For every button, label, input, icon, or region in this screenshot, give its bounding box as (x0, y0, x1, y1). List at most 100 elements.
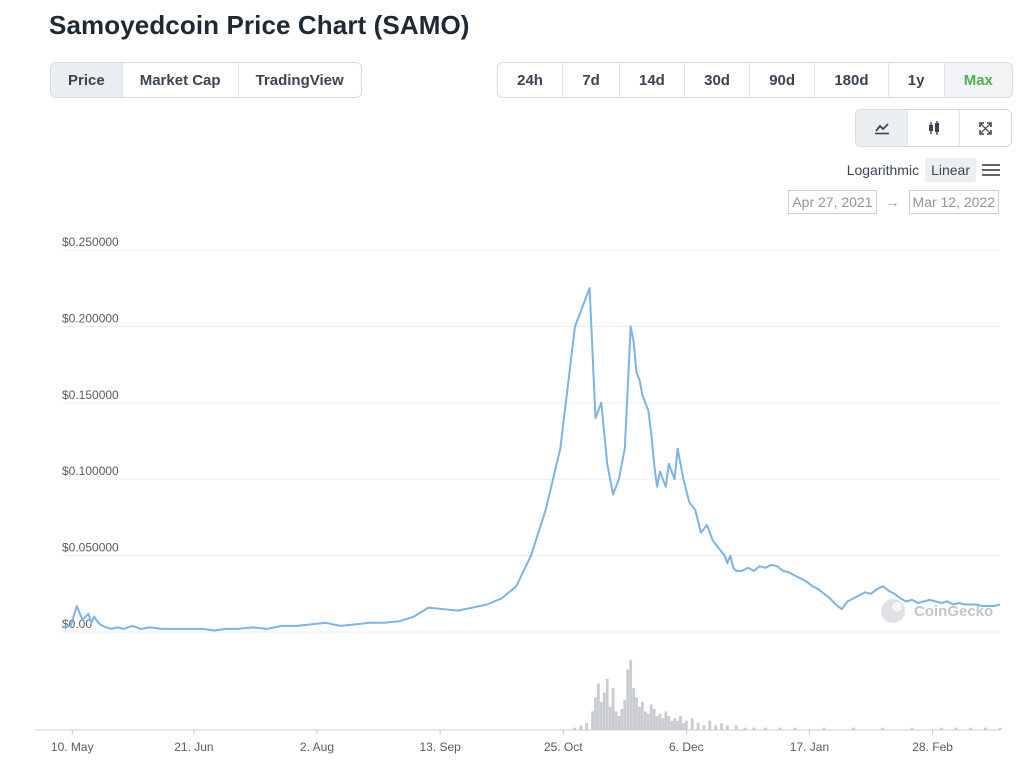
line-chart-icon (874, 121, 890, 135)
volume-bar (664, 711, 667, 730)
volume-bar (618, 716, 621, 730)
date-to-input[interactable]: Mar 12, 2022 (909, 190, 1000, 214)
scale-toggle: Logarithmic Linear (841, 157, 1000, 183)
volume-bar (714, 725, 717, 730)
volume-bar (999, 728, 1002, 730)
logarithmic-scale-button[interactable]: Logarithmic (841, 158, 925, 182)
volume-bar (626, 669, 629, 730)
volume-bar (650, 704, 653, 730)
volume-bar (641, 702, 644, 730)
volume-bar (984, 728, 987, 730)
grid (35, 250, 1000, 730)
range-max-button[interactable]: Max (945, 63, 1012, 97)
volume-bar (653, 709, 656, 730)
volume-bar (911, 728, 914, 730)
range-7d-button[interactable]: 7d (563, 63, 620, 97)
volume-bar (764, 728, 767, 730)
volume-bar (752, 728, 755, 730)
volume-bar (591, 711, 594, 730)
x-tick-label: 21. Jun (174, 740, 213, 754)
volume-bar (594, 697, 597, 730)
x-tick-label: 13. Sep (419, 740, 461, 754)
volume-bar (667, 716, 670, 730)
volume-bar (691, 718, 694, 730)
range-30d-button[interactable]: 30d (685, 63, 750, 97)
volume-bar (969, 728, 972, 730)
volume-bar (852, 728, 855, 730)
volume-bar (673, 718, 676, 730)
range-14d-button[interactable]: 14d (620, 63, 685, 97)
date-arrow: → (886, 194, 900, 210)
volume-bar (629, 660, 632, 730)
price-chart[interactable]: $0.00 $0.050000 $0.100000 $0.150000 $0.20000… (0, 225, 1024, 765)
volume-bar (600, 702, 603, 730)
range-1y-button[interactable]: 1y (889, 63, 945, 97)
date-range: Apr 27, 2021 → Mar 12, 2022 (788, 190, 999, 214)
volume-bar (612, 688, 615, 730)
volume-bar (585, 723, 588, 730)
volume-bar (603, 693, 606, 730)
price-series (62, 288, 1000, 630)
volume-bar (609, 707, 612, 730)
volume-bar (579, 725, 582, 730)
price-line (62, 288, 1000, 630)
volume-bar (644, 711, 647, 730)
volume-bar (779, 728, 782, 730)
volume-bar (620, 709, 623, 730)
range-180d-button[interactable]: 180d (815, 63, 888, 97)
menu-icon[interactable] (982, 163, 1000, 177)
x-tick-label: 6. Dec (669, 740, 704, 754)
volume-bar (638, 707, 641, 730)
linear-scale-button[interactable]: Linear (925, 158, 976, 182)
volume-bar (881, 728, 884, 730)
candlestick-icon (926, 120, 942, 136)
tab-market-cap[interactable]: Market Cap (123, 63, 239, 97)
y-tick-label: $0.150000 (62, 388, 119, 402)
page-title: Samoyedcoin Price Chart (SAMO) (49, 10, 470, 41)
volume-bar (606, 679, 609, 730)
range-90d-button[interactable]: 90d (750, 63, 815, 97)
line-chart-button[interactable] (856, 110, 908, 146)
volume-bar (720, 723, 723, 730)
candlestick-button[interactable] (908, 110, 960, 146)
volume-bar (823, 728, 826, 730)
volume-bar (726, 725, 729, 730)
volume-bar (744, 728, 747, 730)
y-tick-label: $0.250000 (62, 235, 119, 249)
chart-tools (855, 109, 1012, 147)
volume-bars (574, 660, 1002, 730)
volume-bar (632, 688, 635, 730)
volume-bar (615, 711, 618, 730)
volume-bar (670, 721, 673, 730)
date-from-input[interactable]: Apr 27, 2021 (788, 190, 876, 214)
volume-bar (703, 725, 706, 730)
y-tick-label: $0.200000 (62, 311, 119, 325)
volume-bar (697, 723, 700, 730)
volume-bar (574, 728, 577, 730)
chart-type-tabs: Price Market Cap TradingView (50, 62, 362, 98)
y-tick-label: $0.00 (62, 617, 92, 631)
volume-bar (662, 718, 665, 730)
y-tick-label: $0.050000 (62, 541, 119, 555)
tab-price[interactable]: Price (51, 63, 123, 97)
x-tick-label: 2. Aug (300, 740, 334, 754)
x-tick-label: 17. Jan (790, 740, 829, 754)
range-24h-button[interactable]: 24h (498, 63, 563, 97)
volume-bar (676, 721, 679, 730)
volume-bar (635, 697, 638, 730)
volume-bar (685, 721, 688, 730)
volume-bar (940, 728, 943, 730)
volume-bar (708, 721, 711, 730)
volume-bar (597, 683, 600, 730)
x-tick-label: 28. Feb (912, 740, 953, 754)
volume-bar (682, 723, 685, 730)
tab-tradingview[interactable]: TradingView (239, 63, 361, 97)
y-axis-labels: $0.00 $0.050000 $0.100000 $0.150000 $0.20000… (62, 235, 119, 631)
volume-bar (656, 716, 659, 730)
volume-bar (955, 728, 958, 730)
fullscreen-icon (978, 121, 993, 136)
volume-bar (623, 700, 626, 730)
fullscreen-button[interactable] (960, 110, 1011, 146)
volume-bar (679, 716, 682, 730)
x-tick-label: 10. May (51, 740, 94, 754)
